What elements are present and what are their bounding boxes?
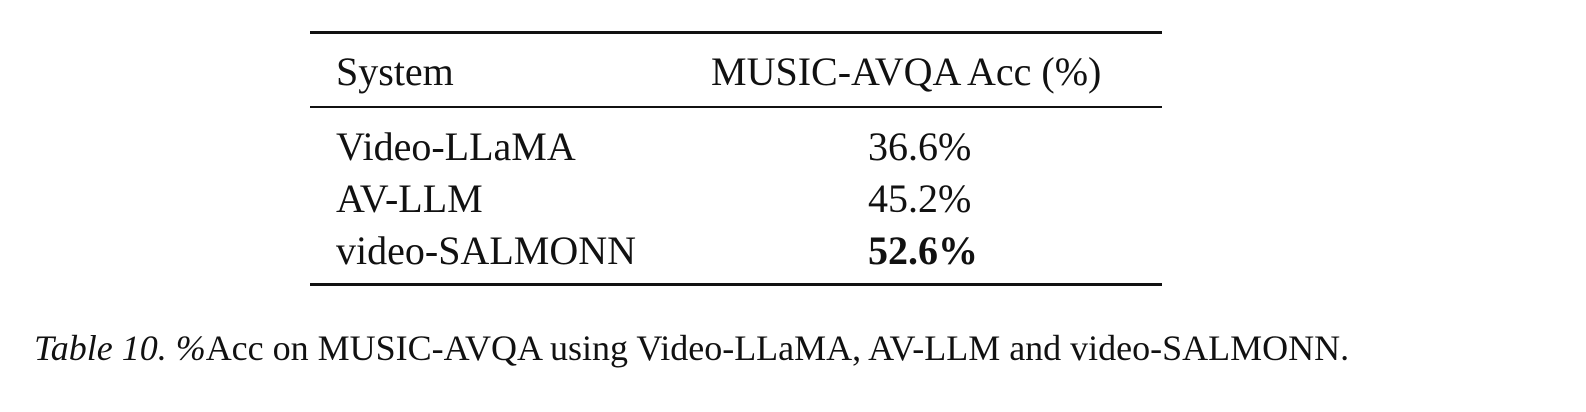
row-2-accuracy: 45.2% [868,176,972,221]
row-2-system: AV-LLM [336,176,483,221]
caption-text: Acc on MUSIC-AVQA using Video-LLaMA, AV-… [205,328,1350,368]
header-accuracy: MUSIC-AVQA Acc (%) [711,49,1102,94]
table-caption: Table 10. %Acc on MUSIC-AVQA using Video… [34,330,1349,366]
row-1-accuracy: 36.6% [868,124,972,169]
row-3-system: video-SALMONN [336,228,636,273]
header-system: System [336,49,454,94]
row-1-system: Video-LLaMA [336,124,576,169]
row-3-accuracy: 52.6% [868,228,978,273]
table-top-rule [310,31,1162,34]
caption-label: Table 10. % [34,328,206,368]
table-bottom-rule [310,283,1162,286]
table-header-rule [310,106,1162,108]
